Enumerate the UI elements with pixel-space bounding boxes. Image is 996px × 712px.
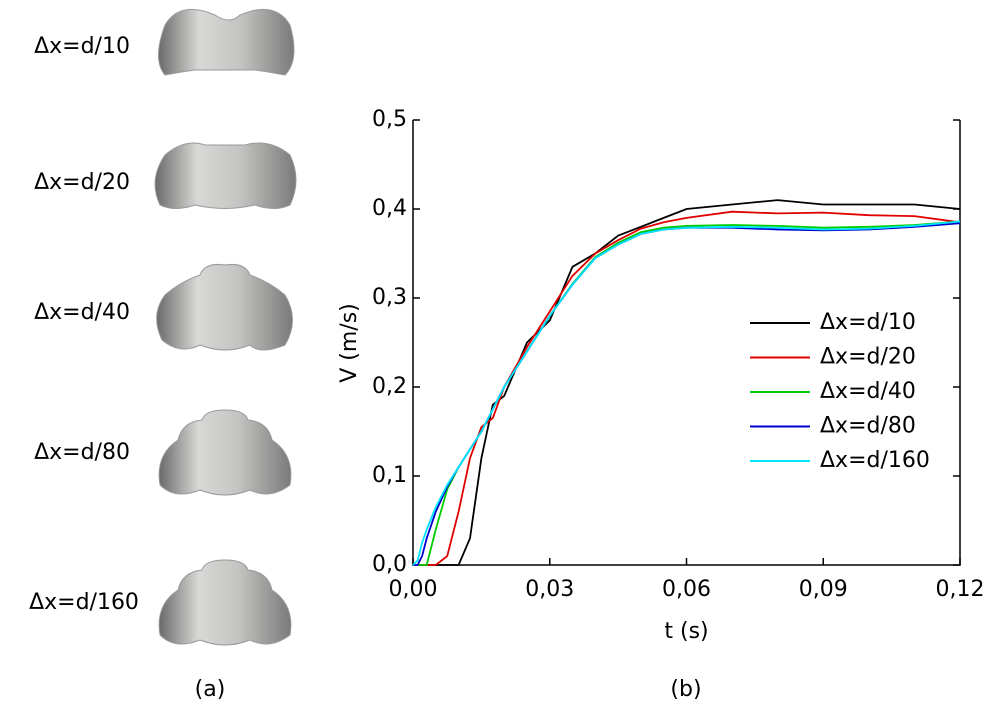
shape: [154, 142, 297, 209]
legend-label: Δx=d/10: [820, 310, 916, 335]
shape: [158, 559, 292, 646]
shape-label: Δx=d/160: [29, 590, 139, 615]
shape-label: Δx=d/20: [34, 170, 130, 195]
series-line: [412, 220, 961, 566]
shape: [158, 409, 292, 496]
x-tick-label: 0,00: [389, 577, 438, 602]
y-tick-label: 0,2: [372, 374, 407, 399]
legend-label: Δx=d/20: [820, 345, 916, 370]
line-chart: 0,0 0,1 0,2 0,3 0,4 0,5 0,00 0,03 0,06 0,09 0,12 t …: [337, 107, 984, 702]
shape: [156, 264, 293, 351]
y-tick-label: 0,3: [372, 285, 407, 310]
x-axis-label: t (s): [664, 619, 708, 644]
x-tick-label: 0,06: [662, 577, 711, 602]
y-axis-label: V (m/s): [337, 303, 362, 383]
series-line: [413, 210, 961, 566]
x-tick-label: 0,12: [936, 577, 985, 602]
y-tick-label: 0,5: [372, 107, 407, 132]
legend-label: Δx=d/160: [820, 448, 930, 473]
x-tick-label: 0,03: [525, 577, 574, 602]
x-tick-label: 0,09: [799, 577, 848, 602]
shape: [158, 8, 295, 76]
legend-label: Δx=d/80: [820, 414, 916, 439]
axis-frame: [412, 120, 961, 566]
shape-label: Δx=d/80: [34, 440, 130, 465]
shape-panel: Δx=d/10 Δx=d/20 Δx=d/40 Δx=d/80 Δx=d/160…: [29, 8, 297, 702]
y-tick-label: 0,4: [372, 196, 407, 221]
panel-caption: (a): [195, 677, 226, 702]
shape-label: Δx=d/10: [34, 34, 130, 59]
panel-caption: (b): [670, 677, 701, 702]
shape-label: Δx=d/40: [34, 300, 130, 325]
y-tick-label: 0,1: [372, 463, 407, 488]
y-tick-label: 0,0: [372, 552, 407, 577]
legend-label: Δx=d/40: [820, 379, 916, 404]
